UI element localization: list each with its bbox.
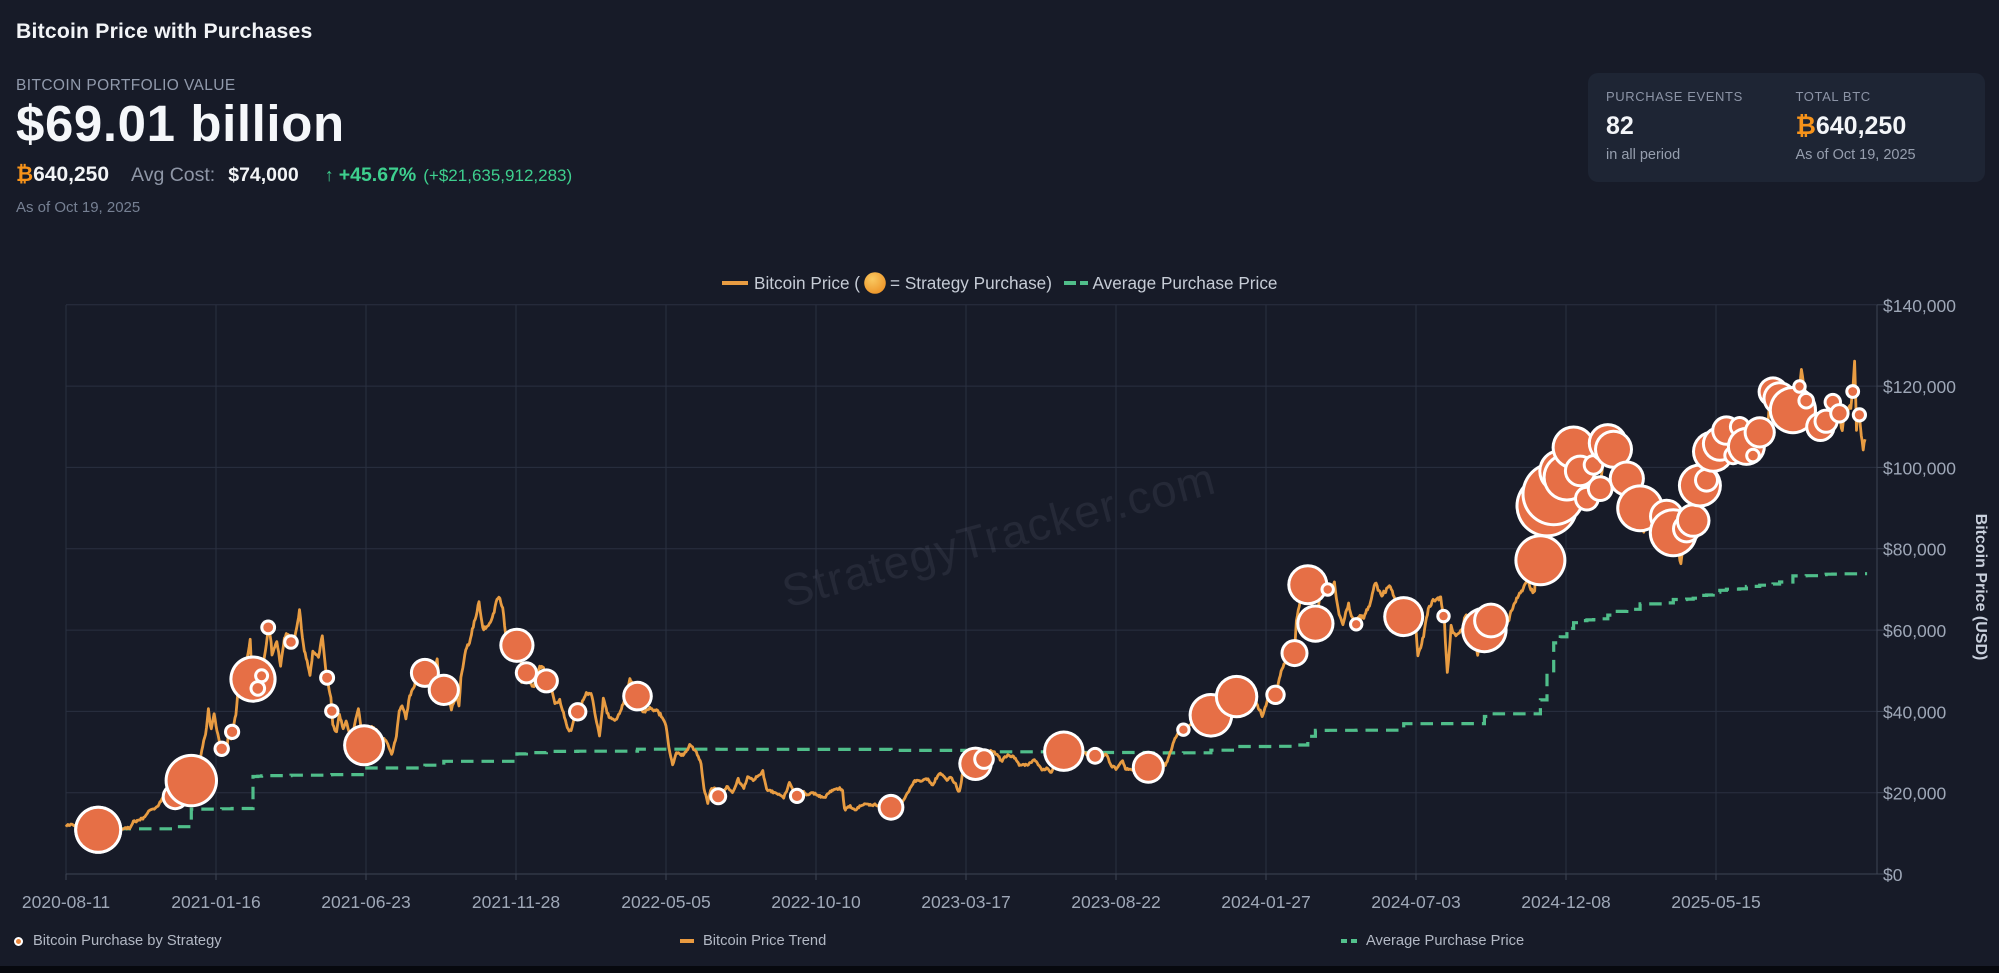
svg-text:2024-07-03: 2024-07-03 <box>1371 892 1461 912</box>
svg-text:$100,000: $100,000 <box>1883 458 1956 478</box>
svg-text:2023-08-22: 2023-08-22 <box>1071 892 1161 912</box>
svg-text:$140,000: $140,000 <box>1883 296 1956 316</box>
svg-text:$0: $0 <box>1883 865 1903 885</box>
svg-text:2024-12-08: 2024-12-08 <box>1521 892 1611 912</box>
svg-text:$20,000: $20,000 <box>1883 784 1947 804</box>
svg-text:2024-01-27: 2024-01-27 <box>1221 892 1311 912</box>
svg-text:$80,000: $80,000 <box>1883 540 1947 560</box>
svg-text:2025-05-15: 2025-05-15 <box>1671 892 1761 912</box>
svg-text:2023-03-17: 2023-03-17 <box>921 892 1011 912</box>
svg-text:$60,000: $60,000 <box>1883 621 1947 641</box>
svg-text:Bitcoin Price (USD): Bitcoin Price (USD) <box>1972 514 1989 661</box>
svg-text:2021-01-16: 2021-01-16 <box>171 892 261 912</box>
svg-text:2022-10-10: 2022-10-10 <box>771 892 861 912</box>
svg-text:StrategyTracker.com: StrategyTracker.com <box>777 453 1222 618</box>
svg-text:$120,000: $120,000 <box>1883 377 1956 397</box>
svg-text:2021-06-23: 2021-06-23 <box>321 892 411 912</box>
svg-text:2021-11-28: 2021-11-28 <box>472 892 560 912</box>
svg-text:2020-08-11: 2020-08-11 <box>22 892 110 912</box>
svg-text:2022-05-05: 2022-05-05 <box>621 892 711 912</box>
svg-text:$40,000: $40,000 <box>1883 702 1947 722</box>
